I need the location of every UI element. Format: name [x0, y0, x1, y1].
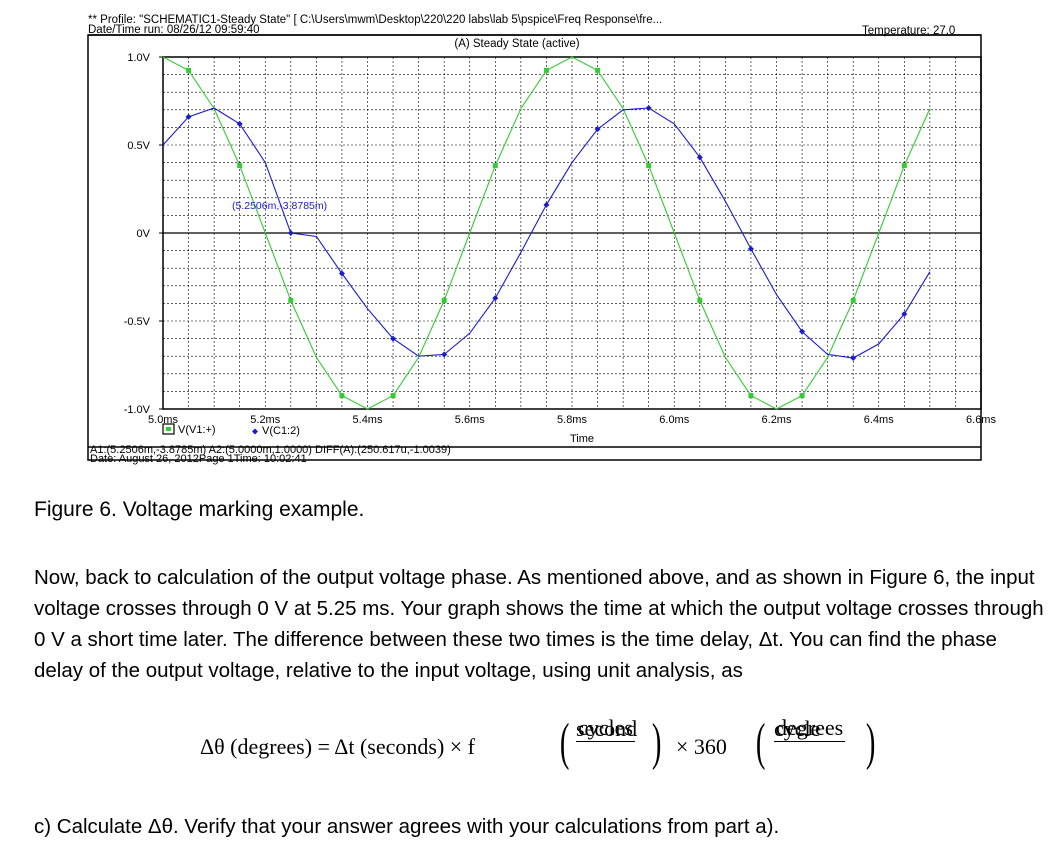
- data-point-c1: [747, 245, 754, 252]
- legend-v1-marker: [166, 427, 171, 431]
- x-tick-label: 5.6ms: [455, 414, 485, 426]
- legend-c1-label: V(C1:2): [262, 425, 300, 437]
- data-point-v1: [850, 297, 856, 303]
- temperature-label: Temperature: 27.0: [862, 25, 956, 37]
- x-axis-label: Time: [570, 433, 594, 445]
- cursor-annotation: (5.2506m,-3.8785m): [232, 200, 327, 212]
- y-tick-label: -0.5V: [124, 316, 151, 328]
- x-tick-labels: 5.0ms 5.2ms 5.4ms 5.6ms 5.8ms 6.0ms 6.2ms 6.4ms…: [148, 414, 996, 426]
- data-point-v1: [186, 67, 192, 73]
- figure-caption: Figure 6. Voltage marking example.: [34, 498, 365, 521]
- date-time-run: Date/Time run: 08/26/12 09:59:40: [88, 24, 260, 36]
- x-tick-label: 6.4ms: [864, 414, 894, 426]
- data-point-c1: [236, 120, 243, 127]
- data-point-c1: [441, 351, 448, 358]
- body-paragraph: Now, back to calculation of the output v…: [34, 566, 1044, 682]
- data-point-c1: [594, 126, 601, 133]
- data-point-v1: [595, 67, 601, 73]
- x-tick-label: 6.6ms: [966, 414, 996, 426]
- y-tick-labels: 1.0V 0.5V 0V -0.5V -1.0V: [124, 52, 163, 416]
- y-tick-label: -1.0V: [124, 404, 151, 416]
- y-tick-label: 0V: [137, 228, 151, 240]
- eq-frac1-num: cycles: [576, 715, 635, 742]
- data-point-v1: [441, 297, 447, 303]
- data-point-c1: [492, 295, 499, 302]
- y-tick-label: 1.0V: [127, 52, 150, 64]
- x-tick-label: 5.8ms: [557, 414, 587, 426]
- data-point-c1: [287, 230, 294, 236]
- cursor-readout: A1:(5.2506m,-3.8785m) A2:(5.0000m,1.0000…: [90, 444, 451, 456]
- data-point-v1: [901, 163, 907, 169]
- data-point-c1: [696, 154, 703, 161]
- data-point-c1: [901, 310, 908, 317]
- data-point-v1: [492, 163, 498, 169]
- data-point-v1: [646, 163, 652, 169]
- data-point-v1: [543, 67, 549, 73]
- data-point-v1: [697, 297, 703, 303]
- data-point-c1: [543, 201, 550, 208]
- x-tick-label: 6.2ms: [762, 414, 792, 426]
- x-tick-label: 5.0ms: [148, 414, 178, 426]
- data-point-v1: [237, 163, 243, 169]
- data-point-c1: [799, 328, 806, 335]
- question-c: c) Calculate Δθ. Verify that your answer…: [34, 815, 780, 838]
- phase-equation: Δθ (degrees) = Δt (seconds) × f ( cycles…: [200, 712, 900, 782]
- legend-v1-label: V(V1:+): [178, 424, 216, 436]
- profile-line: ** Profile: "SCHEMATIC1-Steady State" [ …: [88, 14, 663, 26]
- data-point-c1: [185, 113, 192, 120]
- eq-paren-right-2: ): [865, 714, 876, 771]
- grid: [163, 57, 981, 409]
- x-tick-label: 6.0ms: [659, 414, 689, 426]
- data-point-c1: [645, 105, 652, 112]
- x-tick-label: 5.2ms: [250, 414, 280, 426]
- x-tick-label: 5.4ms: [353, 414, 383, 426]
- series: [162, 56, 931, 410]
- data-point-v1: [748, 393, 754, 399]
- eq-lhs: Δθ (degrees) = Δt (seconds) × f: [200, 734, 476, 759]
- legend-v1-box: [162, 423, 175, 435]
- eq-frac2-num: degrees: [774, 715, 846, 742]
- legend-c1-marker: [252, 428, 258, 435]
- eq-paren-left-2: (: [755, 714, 766, 771]
- data-point-c1: [338, 270, 345, 277]
- eq-paren-left-1: (: [559, 714, 570, 771]
- eq-paren-right-1: ): [651, 714, 662, 771]
- data-point-v1: [390, 393, 396, 399]
- data-point-v1: [799, 393, 805, 399]
- date-page-line: Date: August 26, 2012Page 1Time: 10:02:4…: [90, 453, 307, 465]
- plot-outer-frame: [87, 34, 982, 461]
- data-point-v1: [339, 393, 345, 399]
- y-tick-label: 0.5V: [127, 140, 150, 152]
- analysis-title: (A) Steady State (active): [454, 38, 579, 50]
- eq-frac1-den: second: [576, 716, 638, 741]
- data-point-c1: [390, 335, 397, 342]
- data-point-v1: [288, 297, 294, 303]
- eq-times-360: × 360: [676, 734, 727, 759]
- pspice-plot: (A) Steady State (active) 1.0V 0.5V 0V -0.5…: [87, 34, 996, 465]
- eq-frac2-den: cycle: [774, 716, 821, 741]
- data-point-c1: [850, 354, 857, 361]
